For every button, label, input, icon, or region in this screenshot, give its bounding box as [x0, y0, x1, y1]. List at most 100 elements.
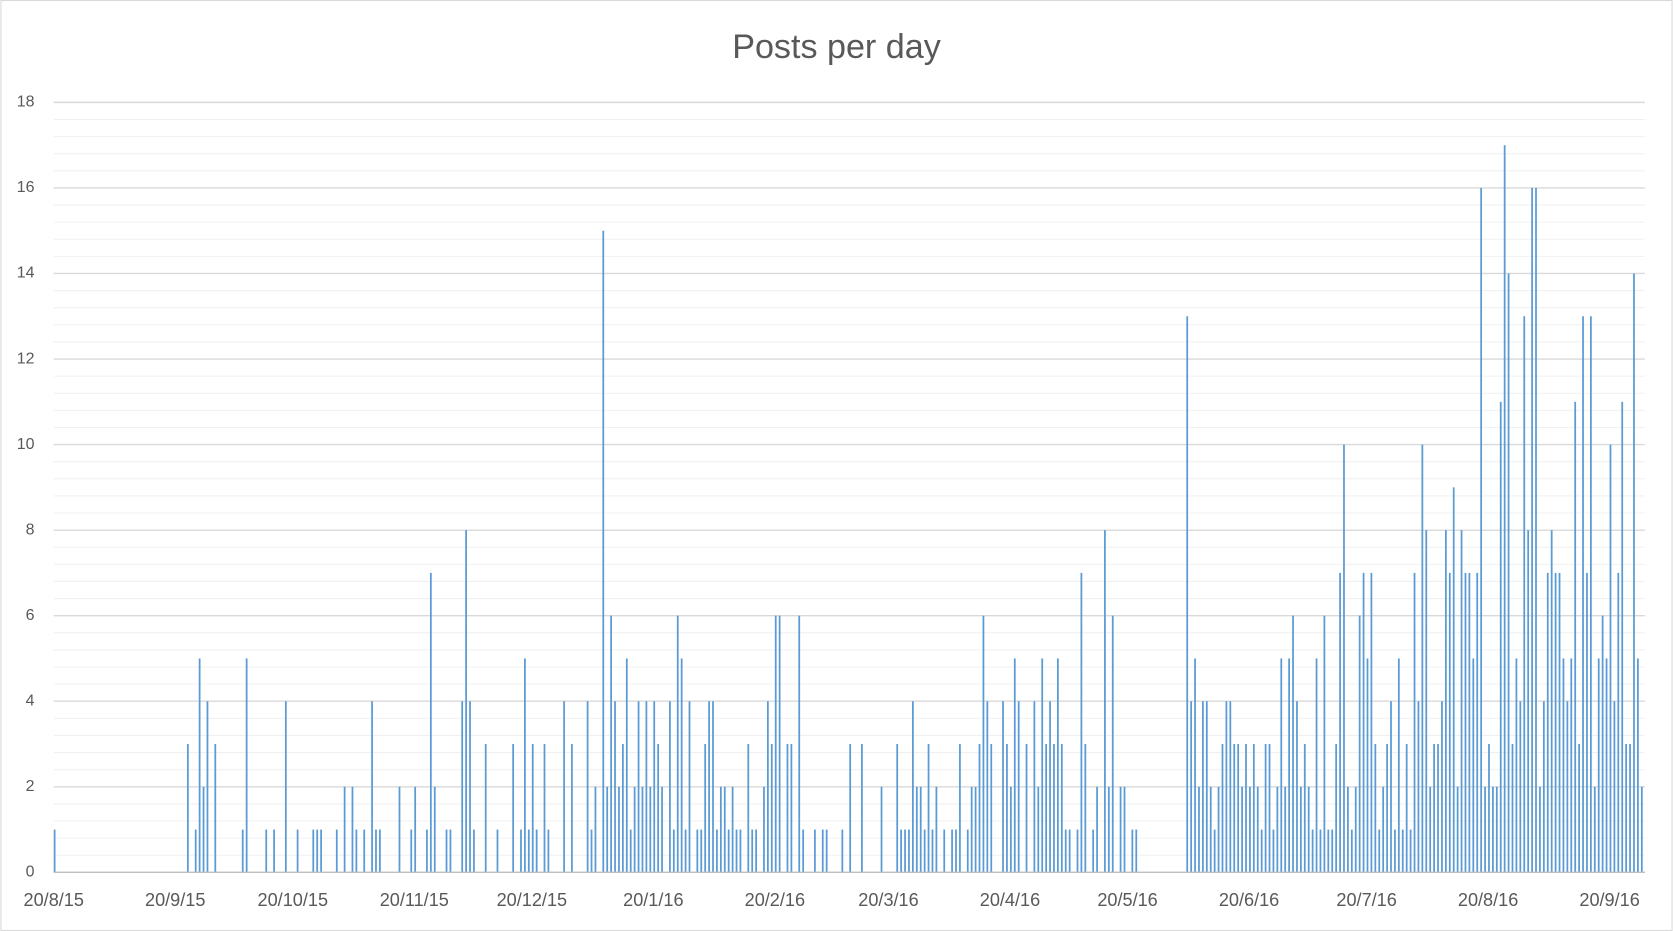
- bar: [955, 829, 957, 873]
- bar: [731, 786, 734, 873]
- bar: [770, 744, 773, 873]
- bar: [766, 701, 769, 873]
- bar: [1221, 744, 1224, 873]
- bar: [1123, 786, 1126, 873]
- bar: [1405, 744, 1408, 873]
- bar: [798, 615, 801, 873]
- x-tick-label: 20/2/16: [745, 890, 805, 910]
- y-tick-label: 2: [26, 778, 35, 795]
- bar: [821, 829, 824, 873]
- bar: [1229, 701, 1232, 873]
- bar: [1421, 444, 1424, 873]
- chart-title: Posts per day: [732, 28, 941, 66]
- bar: [1049, 701, 1051, 873]
- bar: [1311, 829, 1314, 873]
- bar: [241, 829, 244, 873]
- bar: [1013, 658, 1016, 873]
- bar: [614, 701, 616, 873]
- y-tick-label: 8: [26, 521, 35, 538]
- bar: [1386, 744, 1388, 873]
- bar: [1194, 658, 1196, 873]
- bar: [1335, 744, 1338, 873]
- bar: [974, 786, 977, 873]
- bar: [1535, 187, 1537, 873]
- x-tick-label: 20/9/15: [145, 890, 205, 910]
- bar: [1362, 572, 1365, 873]
- bar: [1209, 786, 1212, 873]
- bar: [1593, 786, 1596, 873]
- bar: [1025, 744, 1028, 873]
- bar: [1237, 744, 1240, 873]
- bar: [1613, 701, 1616, 873]
- bar: [1409, 829, 1412, 873]
- bar: [912, 701, 914, 873]
- bar: [53, 829, 56, 873]
- bar: [672, 829, 675, 873]
- bar: [465, 530, 467, 873]
- bar: [1131, 829, 1134, 873]
- bar: [429, 572, 432, 873]
- bar: [649, 786, 652, 873]
- bar: [1542, 701, 1545, 873]
- bar: [986, 701, 989, 873]
- bar: [1605, 658, 1608, 873]
- bar: [1205, 701, 1208, 873]
- bar: [896, 744, 899, 873]
- bar: [1448, 572, 1451, 873]
- bar: [590, 829, 593, 873]
- y-tick-label: 16: [17, 179, 35, 196]
- bar: [637, 701, 640, 873]
- bar: [1272, 829, 1275, 873]
- bar: [375, 829, 377, 873]
- bar: [1233, 744, 1236, 873]
- y-tick-label: 6: [26, 607, 35, 624]
- bar: [708, 701, 710, 873]
- bar: [978, 744, 981, 873]
- bar: [923, 829, 926, 873]
- bar: [1135, 829, 1138, 873]
- bar: [1037, 786, 1040, 873]
- bar: [379, 829, 381, 873]
- bar: [1370, 572, 1373, 873]
- bar: [1550, 530, 1553, 873]
- bar: [1507, 273, 1510, 873]
- y-tick-label: 0: [26, 864, 35, 881]
- bar: [214, 744, 217, 873]
- bar: [1586, 572, 1588, 873]
- bar: [1515, 658, 1518, 873]
- bar: [1084, 744, 1087, 873]
- bar: [1519, 701, 1522, 873]
- x-tick-label: 20/8/16: [1458, 890, 1518, 910]
- bar: [1358, 615, 1361, 873]
- bar: [1190, 701, 1193, 873]
- bar: [316, 829, 319, 873]
- bar: [1092, 829, 1095, 873]
- bar: [1217, 786, 1220, 873]
- bar: [1382, 786, 1385, 873]
- bar: [1527, 530, 1530, 873]
- bar: [1276, 786, 1279, 873]
- bar: [1441, 701, 1443, 873]
- bar: [1080, 572, 1083, 873]
- bar: [625, 658, 628, 873]
- bar: [355, 829, 358, 873]
- bar: [1570, 658, 1573, 873]
- bar: [1315, 658, 1318, 873]
- bar: [618, 786, 620, 873]
- bar: [1107, 786, 1110, 873]
- bar: [1460, 530, 1463, 873]
- bar: [563, 701, 565, 873]
- x-tick-label: 20/6/16: [1219, 890, 1279, 910]
- bar: [194, 829, 197, 873]
- bar: [1609, 444, 1612, 873]
- bar: [633, 786, 636, 873]
- bar: [524, 658, 526, 873]
- bar: [1464, 572, 1467, 873]
- bar: [1366, 658, 1369, 873]
- bar: [351, 786, 354, 873]
- bar: [696, 829, 699, 873]
- bar: [1319, 829, 1322, 873]
- bar: [1444, 530, 1447, 873]
